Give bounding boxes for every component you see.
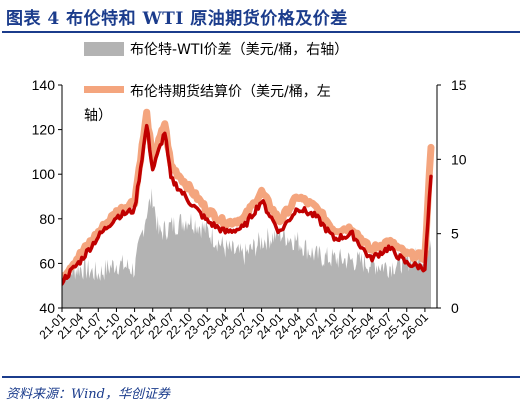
footer-rule	[2, 376, 520, 378]
source-note: 资料来源：Wind，华创证券	[6, 387, 170, 402]
right-tick-label: 10	[451, 151, 467, 167]
left-tick-label: 100	[32, 166, 56, 182]
legend-swatch-brent	[84, 86, 124, 93]
left-tick-label: 120	[32, 122, 56, 138]
wti-line	[62, 123, 433, 286]
spread-area	[62, 188, 431, 308]
legend-label-spread: 布伦特-WTI价差（美元/桶，右轴）	[130, 42, 348, 58]
right-tick-label: 15	[451, 77, 467, 93]
left-tick-label: 40	[39, 300, 55, 316]
left-tick-label: 80	[39, 211, 55, 227]
brent-line	[62, 108, 435, 283]
chart-title: 图表 4 布伦特和 WTI 原油期货价格及价差	[6, 9, 348, 29]
right-tick-label: 5	[451, 226, 459, 242]
right-tick-label: 0	[451, 300, 459, 316]
legend-swatch-spread	[84, 42, 124, 56]
left-tick-label: 140	[32, 77, 56, 93]
title-rule	[2, 31, 520, 33]
legend-label-brent: 布伦特期货结算价（美元/桶，左轴）	[84, 83, 331, 124]
left-tick-label: 60	[39, 255, 55, 271]
